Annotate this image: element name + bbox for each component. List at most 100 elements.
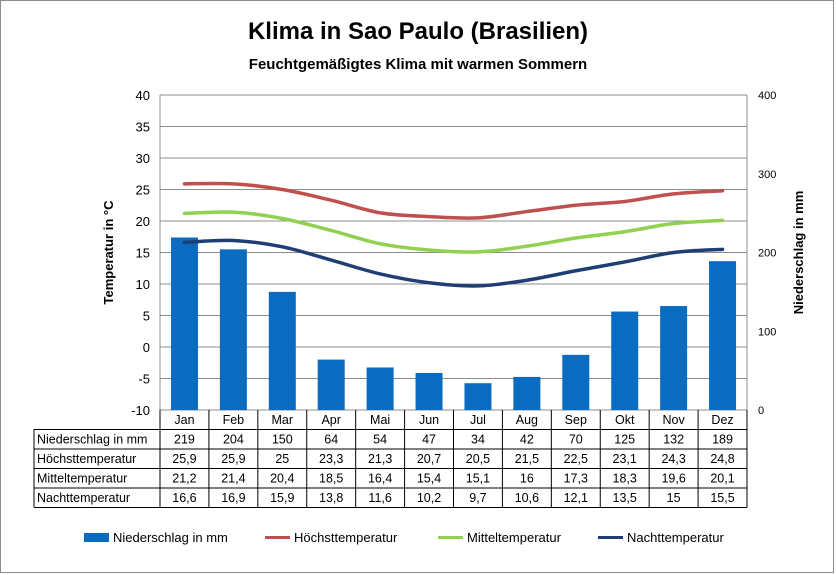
data-label: 42 xyxy=(520,433,534,447)
y2-tick-label: 400 xyxy=(758,90,776,102)
data-label: 20,5 xyxy=(466,452,490,466)
legend-label: Niederschlag in mm xyxy=(113,530,228,545)
data-label: 9,7 xyxy=(469,491,486,505)
legend-item: Höchsttemperatur xyxy=(265,530,397,545)
y-tick-label: 20 xyxy=(136,214,150,229)
x-tick-label: Dez xyxy=(711,413,733,427)
bar-mai xyxy=(366,367,394,410)
data-label: 15,9 xyxy=(270,491,294,505)
data-label: 21,3 xyxy=(368,452,392,466)
bar-jun xyxy=(415,372,443,410)
data-label: 24,3 xyxy=(661,452,685,466)
y-tick-label: 0 xyxy=(143,340,150,355)
legend-label: Mitteltemperatur xyxy=(467,530,561,545)
y-tick-label: 30 xyxy=(136,151,150,166)
data-label: 20,4 xyxy=(270,472,294,486)
data-label: 204 xyxy=(223,433,244,447)
bar-feb xyxy=(219,249,247,410)
data-label: 16,4 xyxy=(368,472,392,486)
data-label: 150 xyxy=(272,433,293,447)
bar-aug xyxy=(513,376,541,410)
x-tick-label: Mar xyxy=(272,413,294,427)
data-label: 23,3 xyxy=(319,452,343,466)
legend-line-swatch xyxy=(438,536,463,539)
data-label: 20,7 xyxy=(417,452,441,466)
y-tick-label: 10 xyxy=(136,277,150,292)
bar-jan xyxy=(170,237,198,410)
data-label: 15 xyxy=(667,491,681,505)
data-label: 47 xyxy=(422,433,436,447)
legend-item: Niederschlag in mm xyxy=(84,530,228,545)
data-label: 16 xyxy=(520,472,534,486)
y-tick-label: 15 xyxy=(136,246,150,261)
data-label: 25,9 xyxy=(172,452,196,466)
x-tick-label: Nov xyxy=(663,413,686,427)
x-tick-label: Feb xyxy=(223,413,245,427)
data-label: 219 xyxy=(174,433,195,447)
data-label: 20,1 xyxy=(710,472,734,486)
y-tick-label: 25 xyxy=(136,183,150,198)
max-temp-line xyxy=(182,181,725,220)
mean-temp-line xyxy=(182,210,725,254)
data-label: 21,2 xyxy=(172,472,196,486)
y-tick-label: -10 xyxy=(131,403,150,418)
data-label: 16,9 xyxy=(221,491,245,505)
data-label: 16,6 xyxy=(172,491,196,505)
bar-mar xyxy=(268,291,296,410)
data-label: 54 xyxy=(373,433,387,447)
data-label: 64 xyxy=(324,433,338,447)
bar-okt xyxy=(611,311,639,410)
night-temp-line xyxy=(182,238,725,288)
bar-dez xyxy=(709,261,737,410)
y2-tick-label: 100 xyxy=(758,326,776,338)
x-tick-label: Jun xyxy=(419,413,439,427)
chart-subtitle: Feuchtgemäßigtes Klima mit warmen Sommer… xyxy=(248,56,588,73)
legend-item: Nachttemperatur xyxy=(598,530,724,545)
y-tick-label: 40 xyxy=(136,88,150,103)
data-label: 19,6 xyxy=(661,472,685,486)
y2-tick-label: 200 xyxy=(758,248,776,260)
legend-line-swatch xyxy=(265,536,290,539)
chart-title: Klima in Sao Paulo (Brasilien) xyxy=(247,18,589,45)
x-tick-label: Jul xyxy=(470,413,486,427)
bar-nov xyxy=(660,306,688,410)
data-label: 25,9 xyxy=(221,452,245,466)
data-label: 13,5 xyxy=(613,491,637,505)
data-label: 25 xyxy=(275,452,289,466)
data-label: 10,2 xyxy=(417,491,441,505)
data-label: 18,3 xyxy=(613,472,637,486)
x-tick-label: Jan xyxy=(174,413,194,427)
x-tick-label: Apr xyxy=(321,413,340,427)
legend: Niederschlag in mm Höchsttemperatur Mittel… xyxy=(0,530,836,550)
legend-label: Nachttemperatur xyxy=(627,530,724,545)
data-label: 11,6 xyxy=(368,491,391,505)
y-tick-label: 5 xyxy=(143,309,150,324)
data-label: 24,8 xyxy=(710,452,734,466)
data-label: 17,3 xyxy=(564,472,588,486)
x-tick-label: Okt xyxy=(615,413,635,427)
legend-label: Höchsttemperatur xyxy=(294,530,398,545)
y2-tick-label: 300 xyxy=(758,169,776,181)
bar-sep xyxy=(562,354,590,410)
data-label: 22,5 xyxy=(564,452,588,466)
data-label: 34 xyxy=(471,433,485,447)
y-axis-title: Temperatur in °C xyxy=(101,200,116,305)
data-label: 189 xyxy=(712,433,733,447)
data-label: 15,4 xyxy=(417,472,441,486)
data-label: 15,1 xyxy=(466,472,490,486)
data-label: 23,1 xyxy=(613,452,637,466)
data-label: 21,4 xyxy=(221,472,245,486)
legend-line-swatch xyxy=(598,536,623,539)
data-label: 70 xyxy=(569,433,583,447)
legend-bar-swatch xyxy=(84,533,109,542)
data-label: 13,8 xyxy=(319,491,343,505)
y2-axis-title: Niederschlag in mm xyxy=(791,191,806,315)
data-label: 125 xyxy=(614,433,635,447)
y-tick-label: -5 xyxy=(138,372,150,387)
data-label: 10,6 xyxy=(515,491,539,505)
bar-apr xyxy=(317,359,345,410)
y-tick-label: 35 xyxy=(136,120,150,135)
legend-item: Mitteltemperatur xyxy=(438,530,561,545)
